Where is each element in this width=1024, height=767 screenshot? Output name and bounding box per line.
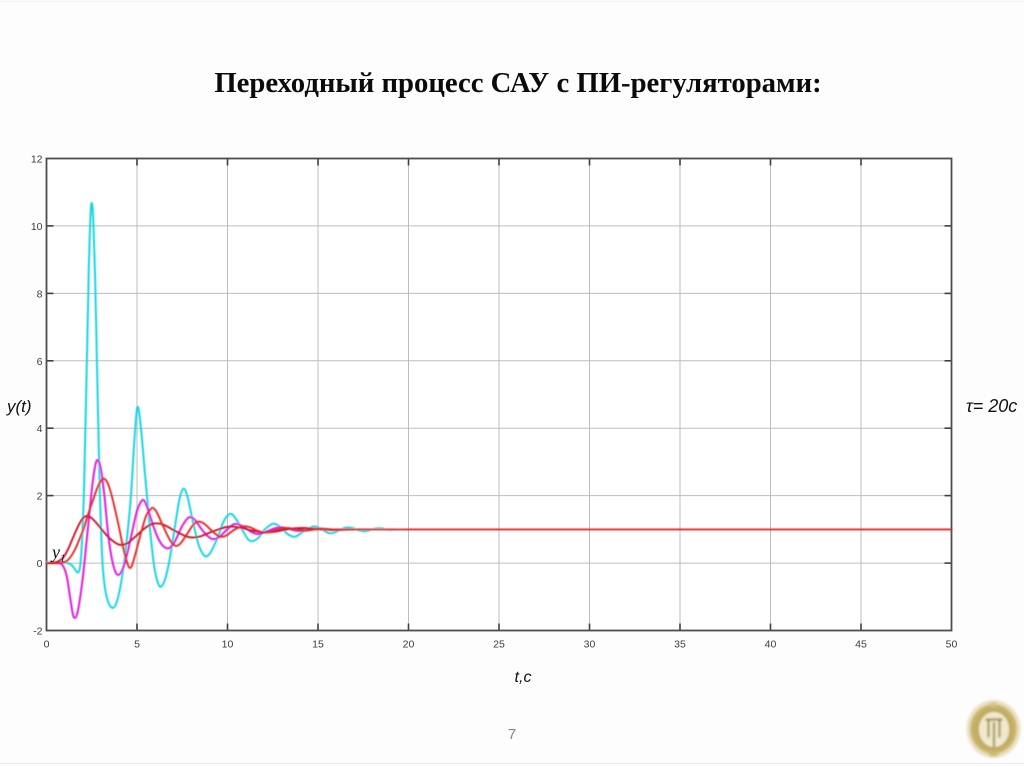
svg-text:6: 6 [37,356,43,368]
svg-text:7: 7 [508,726,516,743]
svg-text:4: 4 [37,423,43,435]
svg-text:35: 35 [674,639,686,651]
svg-text:8: 8 [37,288,43,300]
svg-text:-2: -2 [33,626,42,638]
svg-text:15: 15 [312,639,324,651]
svg-text:20: 20 [403,639,415,651]
svg-text:10: 10 [222,639,234,651]
svg-text:25: 25 [493,639,505,651]
svg-text:12: 12 [31,154,43,166]
svg-text:0: 0 [37,558,43,570]
svg-text:t,c: t,c [515,669,532,686]
svg-text:2: 2 [37,491,43,503]
svg-text:5: 5 [134,639,140,651]
svg-text:40: 40 [765,639,777,651]
svg-text:τ= 20c: τ= 20c [966,396,1017,416]
svg-text:y(t): y(t) [6,397,32,416]
svg-text:50: 50 [946,639,958,651]
svg-text:45: 45 [855,639,867,651]
svg-text:10: 10 [31,221,43,233]
svg-text:0: 0 [44,639,50,651]
svg-text:30: 30 [584,639,596,651]
